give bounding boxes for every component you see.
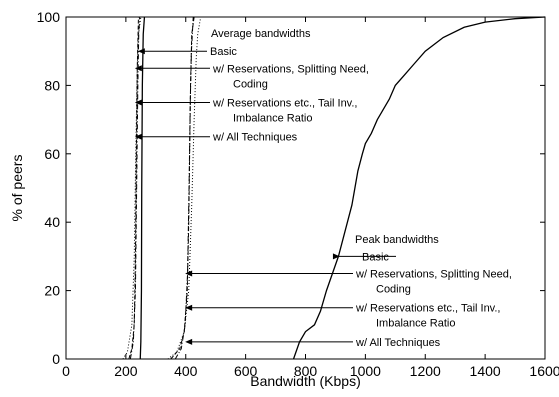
x-axis-label: Bandwidth (Kbps) (250, 373, 361, 389)
annotation-average-label: Imbalance Ratio (233, 113, 313, 125)
x-tick-label: 1200 (410, 363, 441, 379)
x-tick-label: 1000 (350, 363, 381, 379)
plot-area: Average bandwidths Basic w/ Reservations, … (122, 16, 546, 360)
y-tick-label: 0 (52, 351, 60, 367)
annotation-peak-label: w/ Reservations etc., Tail Inv., (355, 303, 500, 315)
x-tick-label: 400 (174, 363, 198, 379)
annotation-average-arrow-3-head (134, 133, 142, 140)
annotation-average-label: w/ Reservations etc., Tail Inv., (212, 98, 357, 110)
annotation-peak-label: Coding (376, 284, 411, 296)
x-tick-label: 1600 (529, 363, 559, 379)
axes: 0 200 400 600 800 1000 1200 1400 1600 0 20 40 60 80 10… (37, 9, 559, 379)
y-tick-label: 40 (44, 214, 60, 230)
series-line-average-dashdot (129, 16, 141, 360)
annotation-peak-label: Basic (362, 251, 389, 263)
series-line-peak-dashed (170, 16, 195, 360)
annotation-peak-arrow-3-head (185, 338, 193, 345)
series-line-peak-solid (292, 16, 546, 360)
annotation-peak-title: Peak bandwidths (355, 234, 439, 246)
x-tick-label: 800 (294, 363, 318, 379)
annotation-peak-label: w/ All Techniques (355, 337, 441, 349)
y-axis-label: % of peers (9, 155, 25, 222)
annotation-peak-label: w/ Reservations, Splitting Need, (355, 269, 512, 281)
x-tick-label: 200 (114, 363, 138, 379)
annotation-average-label: Coding (233, 78, 268, 90)
annotation-peak-label: Imbalance Ratio (376, 318, 456, 330)
series-line-average-dotted (122, 16, 142, 360)
annotation-average-label: w/ Reservations, Splitting Need, (212, 63, 369, 75)
x-tick-label: 1400 (470, 363, 501, 379)
annotation-average-title: Average bandwidths (211, 28, 311, 40)
y-tick-label: 80 (44, 77, 60, 93)
x-tick-label: 0 (62, 363, 70, 379)
annotation-average-label: w/ All Techniques (212, 132, 298, 144)
series-line-average-solid (139, 16, 146, 360)
series-line-peak-dotted (167, 16, 202, 360)
annotation-peak-arrow-2-head (185, 304, 193, 311)
y-tick-label: 100 (37, 9, 61, 25)
series-line-peak-dashdot (174, 16, 194, 360)
annotation-peak-arrow-1-head (185, 270, 193, 277)
annotation-average-arrow-0-head (137, 48, 145, 55)
y-tick-label: 20 (44, 283, 60, 299)
annotation-average-arrow-1-head (134, 65, 142, 72)
annotation-peak-arrow-0-head (332, 253, 340, 260)
x-tick-label: 600 (234, 363, 258, 379)
annotation-average-label: Basic (210, 46, 237, 58)
y-tick-label: 60 (44, 146, 60, 162)
annotation-average-arrow-2-head (134, 99, 142, 106)
